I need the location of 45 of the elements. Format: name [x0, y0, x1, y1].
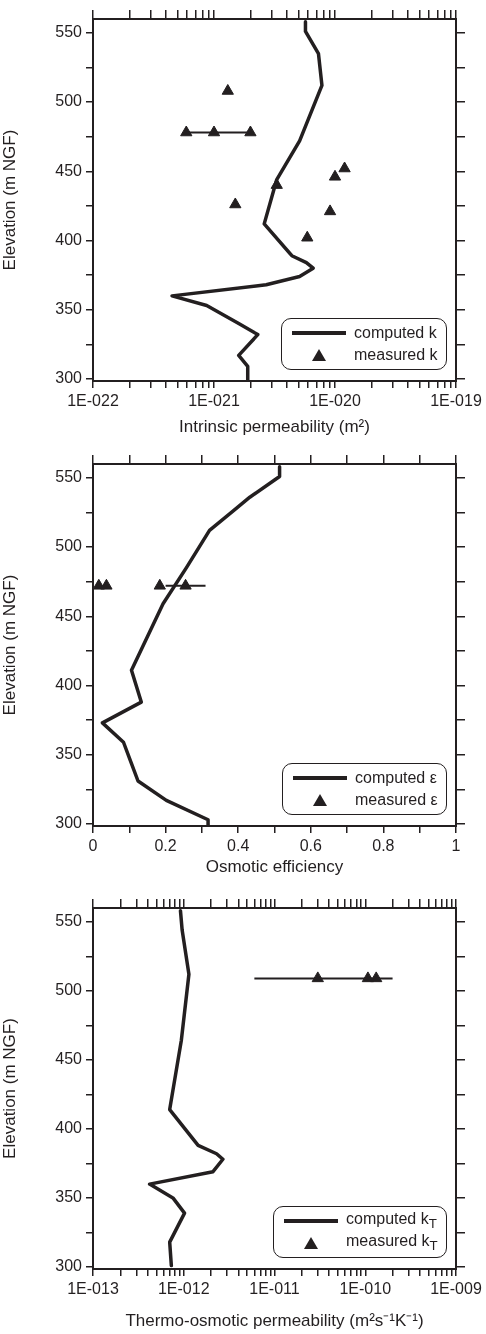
y-tick-label: 300 — [55, 814, 83, 832]
y-tick-label: 300 — [55, 1257, 83, 1275]
x-tick-label: 1E-019 — [430, 392, 482, 410]
legend-label: computed k$_{T}$ — [346, 1210, 437, 1232]
x-axis-title: Intrinsic permeability (m²) — [179, 417, 370, 437]
x-tick-label: 1E-010 — [339, 1280, 392, 1298]
legend-label: computed k — [354, 324, 437, 342]
x-tick-label: 1E-021 — [188, 392, 240, 410]
y-tick-label: 300 — [55, 369, 83, 387]
x-tick-label: 1 — [451, 837, 461, 855]
legend-label: measured ε — [355, 791, 438, 809]
x-axis-title: Osmotic efficiency — [205, 857, 344, 877]
y-tick-label: 400 — [55, 230, 83, 248]
x-tick-label: 0.6 — [299, 837, 323, 855]
y-tick-label: 450 — [55, 1050, 83, 1068]
y-axis-title: Elevation (m NGF) — [0, 574, 19, 716]
y-tick-label: 550 — [55, 23, 83, 41]
y-axis-title: Elevation (m NGF) — [0, 1018, 19, 1159]
legend-label: measured k — [354, 346, 438, 364]
y-tick-label: 500 — [55, 92, 83, 110]
x-tick-label: 1E-022 — [67, 392, 119, 410]
x-tick-label: 1E-013 — [67, 1280, 119, 1298]
legend-label: computed ε — [355, 769, 437, 787]
x-tick-label: 0.4 — [227, 837, 250, 855]
y-tick-label: 350 — [55, 300, 83, 318]
y-axis-title: Elevation (m NGF) — [0, 129, 19, 271]
x-tick-label: 1E-012 — [157, 1280, 210, 1298]
x-tick-label: 0 — [88, 837, 98, 855]
x-tick-label: 1E-009 — [430, 1280, 482, 1298]
y-tick-label: 450 — [55, 606, 83, 624]
y-tick-label: 450 — [55, 161, 83, 179]
x-tick-label: 0.2 — [154, 837, 177, 855]
x-tick-label: 1E-011 — [249, 1280, 300, 1298]
y-tick-label: 500 — [55, 981, 83, 999]
x-tick-label: 0.8 — [372, 837, 395, 855]
y-tick-label: 400 — [55, 1119, 83, 1137]
legend-label: measured k$_{T}$ — [346, 1232, 438, 1254]
y-tick-label: 500 — [55, 537, 83, 555]
x-tick-label: 1E-020 — [309, 392, 361, 410]
x-axis-title: Thermo-osmotic permeability (m²s⁻¹K⁻¹) — [125, 1311, 424, 1331]
y-tick-label: 350 — [55, 745, 83, 763]
y-tick-label: 350 — [55, 1188, 83, 1206]
y-tick-label: 550 — [55, 468, 83, 486]
y-tick-label: 400 — [55, 675, 83, 693]
y-tick-label: 550 — [55, 912, 83, 930]
